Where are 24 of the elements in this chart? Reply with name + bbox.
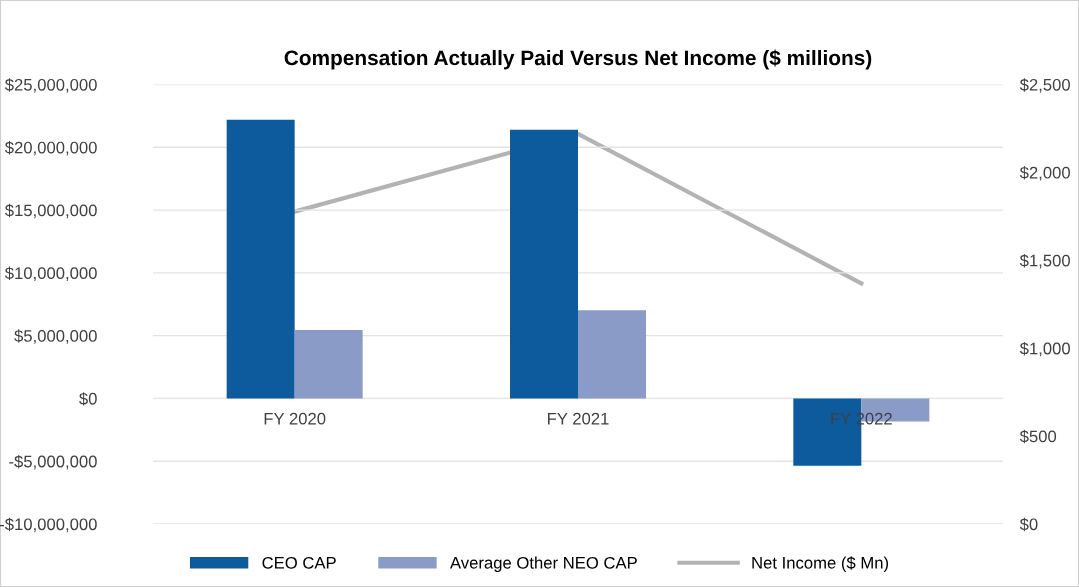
y2-tick-label: $2,000: [1019, 166, 1070, 181]
y2-tick-label: $0: [1019, 517, 1038, 532]
bar: [510, 129, 578, 399]
y-tick-label: -$10,000,000: [0, 517, 97, 533]
y2-tick-label: $1,000: [1019, 341, 1070, 357]
legend-label: CEO CAP: [262, 556, 336, 569]
y2-tick-label: $1,500: [1019, 254, 1070, 269]
y-tick-label: $15,000,000: [4, 203, 97, 219]
y2-tick-label: $500: [1019, 429, 1057, 444]
y-tick-label: $25,000,000: [4, 78, 97, 93]
legend-label: Average Other NEO CAP: [450, 556, 637, 572]
x-tick-label: FY 2021: [548, 412, 609, 425]
y-tick-label: $10,000,000: [4, 266, 97, 282]
y-tick-label: -$5,000,000: [9, 454, 97, 470]
chart-title: Compensation Actually Paid Versus Net Income ($ millions): [284, 49, 872, 70]
bar: [578, 310, 646, 399]
bar: [294, 330, 363, 399]
y-tick-label: $0: [79, 392, 97, 406]
y-tick-label: $5,000,000: [14, 329, 97, 344]
x-tick-label: FY 2020: [264, 412, 326, 425]
y-tick-label: $20,000,000: [4, 140, 97, 156]
y2-tick-label: $2,500: [1019, 78, 1070, 93]
legend-label: Net Income ($ Mn): [752, 556, 889, 572]
bar: [226, 119, 295, 399]
